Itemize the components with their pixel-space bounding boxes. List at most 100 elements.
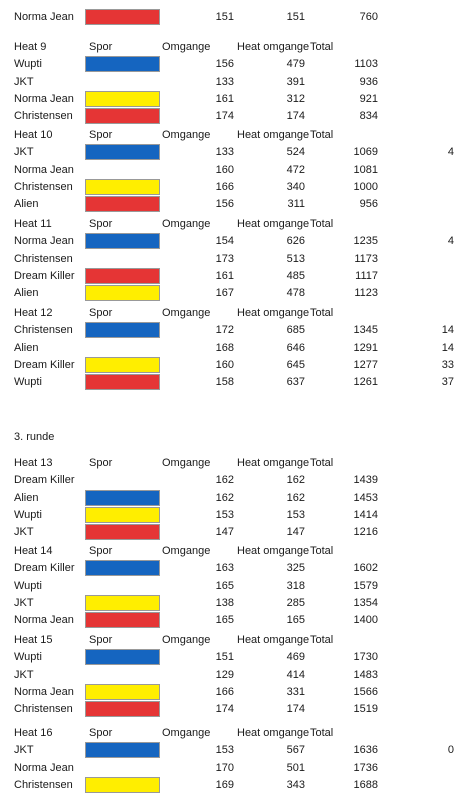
heat-omgange-value: 285 xyxy=(286,597,305,609)
total-value: 1453 xyxy=(353,492,378,504)
omgange-value: 161 xyxy=(215,93,234,105)
heat-omgange-value: 312 xyxy=(286,93,305,105)
driver-name: Norma Jean xyxy=(14,686,74,698)
heat-title: Heat 9 xyxy=(14,41,47,53)
driver-name: Wupti xyxy=(14,509,42,521)
heat-omgange-value: 472 xyxy=(286,164,305,176)
omgange-value: 133 xyxy=(215,76,234,88)
omgange-value: 166 xyxy=(215,686,234,698)
total-value: 1483 xyxy=(353,669,378,681)
extra-value: 4 xyxy=(447,235,454,247)
driver-name: Alien xyxy=(14,198,39,210)
heat-omgange-value: 340 xyxy=(286,181,305,193)
lane-color-swatch xyxy=(85,777,160,793)
round-label: 3. runde xyxy=(14,431,55,443)
omgange-value: 163 xyxy=(215,562,234,574)
column-header-omgange: Omgange xyxy=(162,634,211,646)
column-header-spor: Spor xyxy=(89,727,113,739)
driver-name: Norma Jean xyxy=(14,614,74,626)
column-header-spor: Spor xyxy=(89,129,113,141)
total-value: 1602 xyxy=(353,562,378,574)
omgange-value: 165 xyxy=(215,580,234,592)
driver-name: Alien xyxy=(14,492,39,504)
driver-name: Alien xyxy=(14,287,39,299)
column-header-heat-omgange: Heat omgange xyxy=(237,218,309,230)
omgange-value: 133 xyxy=(215,146,234,158)
column-header-total: Total xyxy=(310,545,334,557)
heat-omgange-value: 501 xyxy=(286,762,305,774)
omgange-value: 153 xyxy=(215,509,234,521)
driver-name: Wupti xyxy=(14,58,42,70)
driver-name: JKT xyxy=(14,669,34,681)
heat-omgange-value: 311 xyxy=(287,198,305,210)
heat-omgange-value: 485 xyxy=(286,270,305,282)
heat-omgange-value: 626 xyxy=(286,235,305,247)
omgange-value: 156 xyxy=(215,198,234,210)
lane-color-swatch xyxy=(85,374,160,390)
lane-color-swatch xyxy=(85,9,160,25)
total-value: 1400 xyxy=(353,614,378,626)
column-header-omgange: Omgange xyxy=(162,41,211,53)
omgange-value: 174 xyxy=(215,110,234,122)
omgange-value: 173 xyxy=(215,253,234,265)
omgange-value: 154 xyxy=(215,235,234,247)
omgange-value: 160 xyxy=(215,359,234,371)
driver-name: Wupti xyxy=(14,580,42,592)
heat-omgange-value: 685 xyxy=(286,324,305,336)
driver-name: Wupti xyxy=(14,651,42,663)
driver-name: Christensen xyxy=(14,779,73,791)
lane-color-swatch xyxy=(85,649,160,665)
column-header-omgange: Omgange xyxy=(162,457,211,469)
omgange-value: 160 xyxy=(215,164,234,176)
lane-color-swatch xyxy=(85,357,160,373)
extra-value: 37 xyxy=(441,376,454,388)
column-header-spor: Spor xyxy=(89,634,113,646)
column-header-omgange: Omgange xyxy=(162,307,211,319)
column-header-total: Total xyxy=(310,41,334,53)
driver-name: Christensen xyxy=(14,703,73,715)
heat-omgange-value: 567 xyxy=(286,744,305,756)
lane-color-swatch xyxy=(85,91,160,107)
lane-color-swatch xyxy=(85,268,160,284)
heat-title: Heat 10 xyxy=(14,129,53,141)
heat-title: Heat 12 xyxy=(14,307,53,319)
lane-color-swatch xyxy=(85,524,160,540)
driver-name: Norma Jean xyxy=(14,11,74,23)
column-header-spor: Spor xyxy=(89,457,113,469)
omgange-value: 168 xyxy=(215,342,234,354)
lane-color-swatch xyxy=(85,56,160,72)
column-header-spor: Spor xyxy=(89,307,113,319)
total-value: 1216 xyxy=(353,526,378,538)
total-value: 1173 xyxy=(354,253,378,265)
heat-omgange-value: 414 xyxy=(286,669,305,681)
heat-omgange-value: 153 xyxy=(286,509,305,521)
driver-name: Alien xyxy=(14,342,39,354)
total-value: 921 xyxy=(359,93,378,105)
omgange-value: 162 xyxy=(215,474,234,486)
driver-name: JKT xyxy=(14,76,34,88)
omgange-value: 170 xyxy=(215,762,234,774)
heat-omgange-value: 151 xyxy=(286,11,305,23)
heat-omgange-value: 479 xyxy=(286,58,305,70)
omgange-value: 129 xyxy=(215,669,234,681)
driver-name: Christensen xyxy=(14,253,73,265)
heat-title: Heat 15 xyxy=(14,634,53,646)
lane-color-swatch xyxy=(85,490,160,506)
column-header-spor: Spor xyxy=(89,41,113,53)
heat-omgange-value: 524 xyxy=(286,146,305,158)
total-value: 1439 xyxy=(353,474,378,486)
column-header-total: Total xyxy=(310,129,334,141)
driver-name: JKT xyxy=(14,146,34,158)
column-header-total: Total xyxy=(310,307,334,319)
heat-omgange-value: 343 xyxy=(286,779,305,791)
omgange-value: 166 xyxy=(215,181,234,193)
total-value: 956 xyxy=(359,198,378,210)
omgange-value: 156 xyxy=(215,58,234,70)
driver-name: Christensen xyxy=(14,181,73,193)
column-header-heat-omgange: Heat omgange xyxy=(237,41,309,53)
column-header-spor: Spor xyxy=(89,218,113,230)
driver-name: JKT xyxy=(14,597,34,609)
omgange-value: 162 xyxy=(215,492,234,504)
total-value: 1000 xyxy=(353,181,378,193)
lane-color-swatch xyxy=(85,560,160,576)
